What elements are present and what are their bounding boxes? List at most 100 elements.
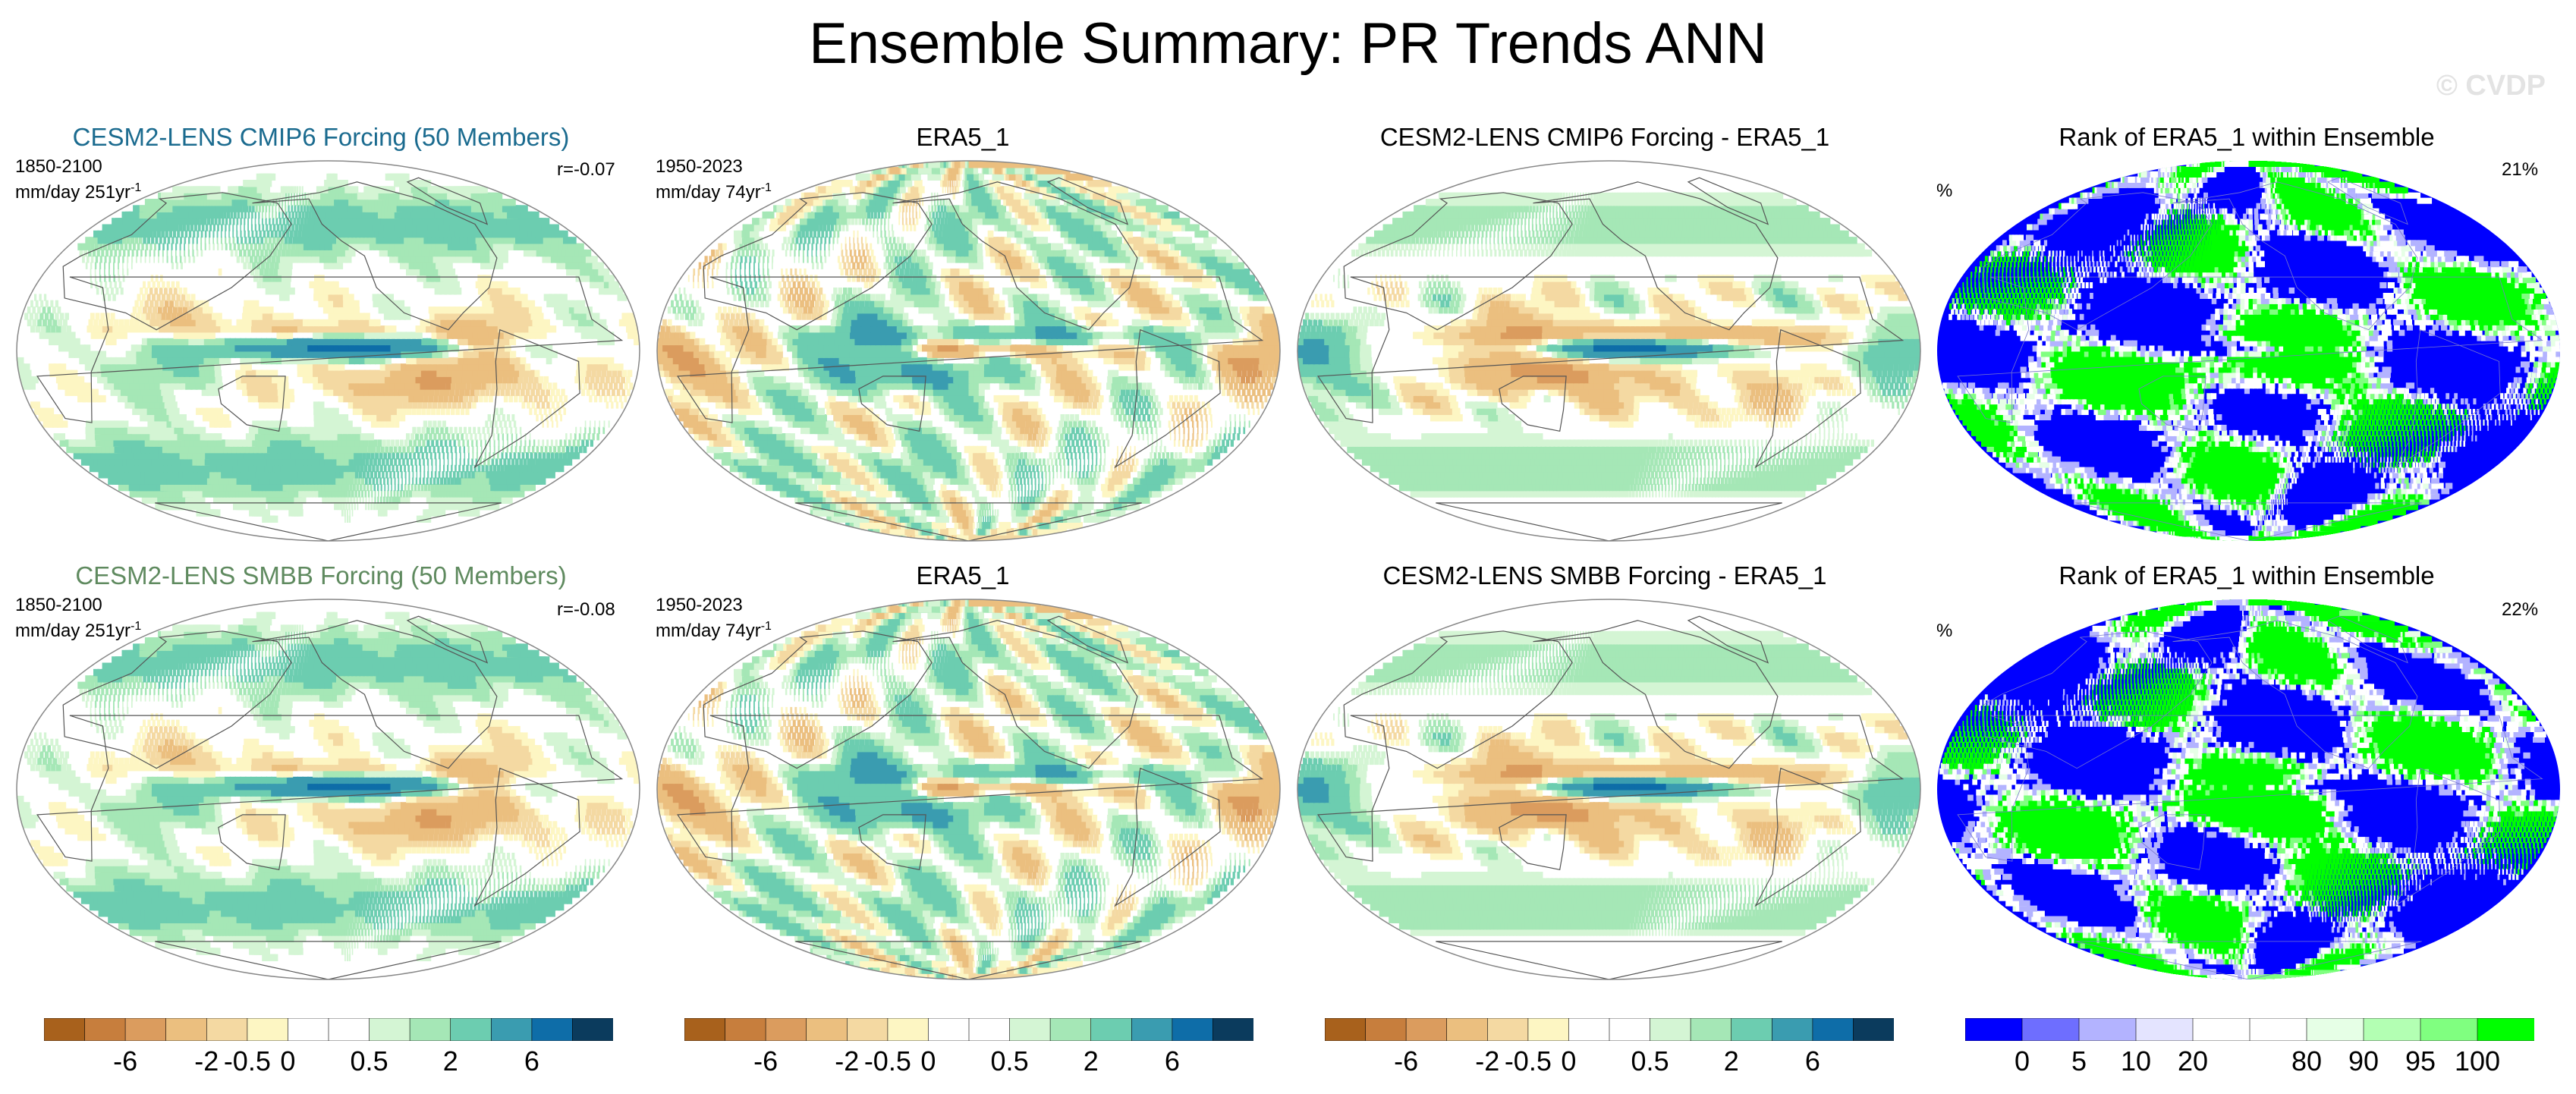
colorbar-swatch (1568, 1018, 1610, 1041)
obs-panel-title: ERA5_1 (642, 123, 1284, 152)
colorbar-swatch (1172, 1018, 1214, 1041)
trend-colorbar (684, 1018, 1253, 1041)
colorbar-tick-label: 6 (1165, 1045, 1180, 1077)
colorbar-swatch (1365, 1018, 1407, 1041)
rank-colorbar (1965, 1018, 2534, 1041)
colorbar-swatch (1650, 1018, 1692, 1041)
correlation-label: r=-0.08 (557, 599, 615, 621)
model-period-label: 1850-2100 mm/day 251yr-1 (15, 156, 141, 203)
colorbar-swatch (806, 1018, 848, 1041)
colorbar-tick-label: 95 (2405, 1045, 2436, 1077)
colorbar-swatch (765, 1018, 807, 1041)
colorbar-swatch (928, 1018, 970, 1041)
colorbar-swatch (684, 1018, 726, 1041)
model-panel-title: CESM2-LENS CMIP6 Forcing (50 Members) (0, 123, 642, 152)
trend-colorbar (44, 1018, 613, 1041)
colorbar-swatch (1487, 1018, 1529, 1041)
colorbar-swatch (206, 1018, 248, 1041)
colorbar-tick-label: 6 (1805, 1045, 1820, 1077)
colorbar-swatch (409, 1018, 451, 1041)
rank-value-label: 22% (2502, 599, 2538, 621)
colorbar-tick-label: 0.5 (351, 1045, 388, 1077)
colorbar-swatch (84, 1018, 126, 1041)
colorbar-swatch (2420, 1018, 2478, 1041)
colorbar-swatch (124, 1018, 167, 1041)
colorbar-swatch (1009, 1018, 1052, 1041)
colorbar-swatch (1446, 1018, 1489, 1041)
rank-percent-label: % (1936, 181, 1952, 202)
colorbar-swatch (247, 1018, 289, 1041)
colorbar-swatch (1405, 1018, 1448, 1041)
obs-trend-map (656, 160, 1281, 542)
colorbar-swatch (531, 1018, 574, 1041)
obs-period-label: 1950-2023 mm/day 74yr-1 (656, 595, 772, 642)
colorbar-tick-label: 20 (2178, 1045, 2208, 1077)
rank-map (1937, 599, 2560, 979)
rank-map (1937, 161, 2560, 541)
colorbar-tick-label: 6 (524, 1045, 539, 1077)
colorbar-tick-label: 2 (443, 1045, 458, 1077)
colorbar-swatch (1213, 1018, 1253, 1041)
colorbar-tick-label: 80 (2291, 1045, 2322, 1077)
colorbar-swatch (1609, 1018, 1651, 1041)
colorbar-tick-label: 100 (2455, 1045, 2500, 1077)
colorbar-tick-label: -6 (1394, 1045, 1418, 1077)
obs-trend-map (656, 599, 1281, 980)
rank-panel-title: Rank of ERA5_1 within Ensemble (1926, 561, 2568, 590)
obs-period-label: 1950-2023 mm/day 74yr-1 (656, 156, 772, 203)
cvdp-watermark: © CVDP (2436, 70, 2546, 102)
rank-percent-label: % (1936, 621, 1952, 642)
colorbar-tick-label: -2 (1475, 1045, 1499, 1077)
colorbar-tick-label: -2 (835, 1045, 859, 1077)
colorbar-swatch (1965, 1018, 2023, 1041)
difference-panel-title: CESM2-LENS CMIP6 Forcing - ERA5_1 (1284, 123, 1926, 152)
colorbar-swatch (1731, 1018, 1773, 1041)
rank-value-label: 21% (2502, 159, 2538, 181)
colorbar-tick-label: 0 (1561, 1045, 1576, 1077)
colorbar-tick-label: -6 (113, 1045, 137, 1077)
difference-panel-title: CESM2-LENS SMBB Forcing - ERA5_1 (1284, 561, 1926, 590)
colorbar-swatch (572, 1018, 613, 1041)
colorbar-swatch (1325, 1018, 1367, 1041)
colorbar-swatch (1690, 1018, 1732, 1041)
colorbar-swatch (1527, 1018, 1570, 1041)
colorbar-tick-label: 90 (2348, 1045, 2379, 1077)
colorbar-swatch (369, 1018, 411, 1041)
colorbar-swatch (2021, 1018, 2080, 1041)
colorbar-tick-label: 0.5 (991, 1045, 1029, 1077)
colorbar-swatch (450, 1018, 492, 1041)
correlation-label: r=-0.07 (557, 159, 615, 181)
colorbar-swatch (1812, 1018, 1854, 1041)
colorbar-swatch (2249, 1018, 2307, 1041)
colorbar-tick-label: 2 (1724, 1045, 1739, 1077)
colorbar-tick-label: 10 (2121, 1045, 2151, 1077)
obs-panel-title: ERA5_1 (642, 561, 1284, 590)
colorbar-swatch (847, 1018, 889, 1041)
colorbar-swatch (2477, 1018, 2534, 1041)
colorbar-swatch (490, 1018, 533, 1041)
colorbar-swatch (2363, 1018, 2421, 1041)
colorbar-swatch (725, 1018, 766, 1041)
colorbar-swatch (968, 1018, 1011, 1041)
colorbar-tick-label: -0.5 (224, 1045, 271, 1077)
difference-trend-map (1297, 160, 1921, 542)
colorbar-swatch (328, 1018, 370, 1041)
colorbar-tick-label: -2 (194, 1045, 219, 1077)
colorbar-swatch (887, 1018, 929, 1041)
trend-colorbar (1325, 1018, 1894, 1041)
colorbar-swatch (2306, 1018, 2364, 1041)
colorbar-tick-label: 0 (920, 1045, 936, 1077)
colorbar-swatch (2078, 1018, 2137, 1041)
colorbar-tick-label: 0 (2015, 1045, 2030, 1077)
model-period-label: 1850-2100 mm/day 251yr-1 (15, 595, 141, 642)
difference-trend-map (1297, 599, 1921, 980)
colorbar-swatch (1090, 1018, 1133, 1041)
rank-panel-title: Rank of ERA5_1 within Ensemble (1926, 123, 2568, 152)
colorbar-tick-label: 5 (2071, 1045, 2087, 1077)
colorbar-swatch (2192, 1018, 2250, 1041)
colorbar-swatch (1853, 1018, 1894, 1041)
colorbar-tick-label: 0 (280, 1045, 295, 1077)
colorbar-tick-label: -0.5 (864, 1045, 911, 1077)
colorbar-swatch (1131, 1018, 1173, 1041)
